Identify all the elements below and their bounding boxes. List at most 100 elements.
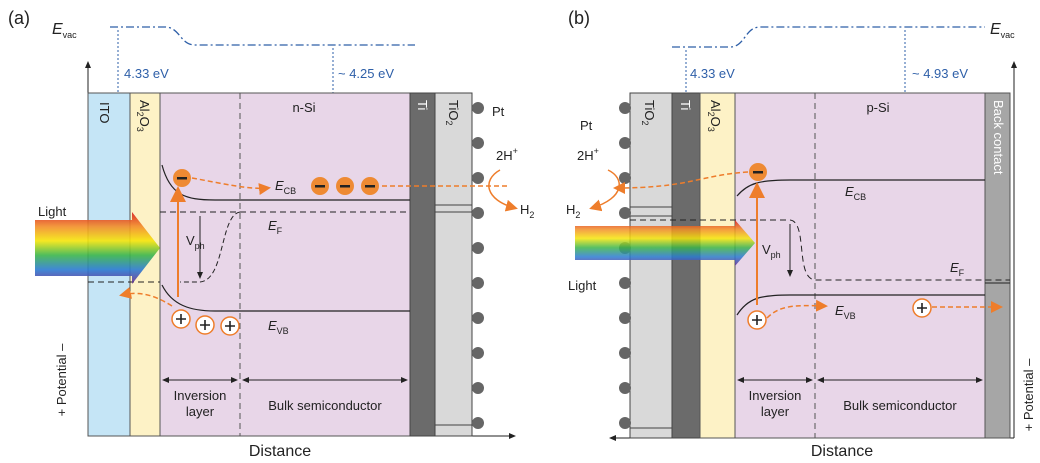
shape — [619, 382, 631, 394]
shape — [472, 277, 484, 289]
pt-label: Pt — [492, 104, 505, 119]
bulk-label: Bulk semiconductor — [268, 398, 382, 413]
label-part: Al — [708, 100, 723, 112]
x-axis-label: Distance — [249, 443, 311, 460]
shape — [472, 382, 484, 394]
panel-a: (a) Evac 4.33 eV ~ 4.25 eV ITO Al2O3 n-S… — [8, 8, 534, 460]
label-part: + — [513, 146, 518, 156]
electrons — [749, 163, 767, 181]
label-part: VB — [844, 311, 856, 321]
si-layer — [735, 93, 985, 438]
label-part: E — [268, 218, 277, 233]
label-part: 3 — [135, 127, 145, 132]
si-label: p-Si — [866, 100, 889, 115]
label-part: H — [520, 202, 529, 217]
label-part: CB — [854, 192, 867, 202]
inversion-label: Inversion — [174, 388, 227, 403]
label-part: V — [762, 242, 771, 257]
shape — [619, 417, 631, 429]
label-part: 2 — [529, 210, 534, 220]
inversion-label: Inversion — [749, 388, 802, 403]
label-part: O — [708, 117, 723, 127]
label-part: ph — [195, 241, 205, 251]
label-part: H — [566, 202, 575, 217]
panel-label: (a) — [8, 8, 30, 28]
label-part: 2 — [444, 120, 454, 125]
label-part: F — [277, 226, 283, 236]
proton-label: 2H+ — [577, 146, 599, 163]
light-label: Light — [38, 204, 67, 219]
shape — [753, 171, 763, 174]
label-part: E — [990, 21, 1001, 38]
si-label: n-Si — [292, 100, 315, 115]
shape — [472, 347, 484, 359]
offset-label: ~ 4.25 eV — [338, 66, 394, 81]
x-axis-label: Distance — [811, 443, 873, 460]
shape — [472, 137, 484, 149]
label-part: E — [268, 318, 277, 333]
label-part: E — [950, 260, 959, 275]
light-arrow — [575, 220, 755, 266]
ti-label: Ti — [415, 100, 430, 110]
pt-particles — [472, 102, 484, 429]
ti-label: Ti — [678, 100, 693, 110]
back-contact-label: Back contact — [991, 100, 1006, 175]
shape — [619, 137, 631, 149]
al2o3-layer — [700, 93, 735, 438]
label-part: VB — [277, 326, 289, 336]
shape — [619, 312, 631, 324]
label-part: CB — [284, 186, 297, 196]
shape — [472, 172, 484, 184]
light-label: Light — [568, 278, 597, 293]
label-part: ph — [771, 250, 781, 260]
label-part: 2 — [640, 120, 650, 125]
label-part: TiO — [446, 100, 461, 120]
pt-particles — [619, 102, 631, 429]
shape — [472, 207, 484, 219]
e-vac-label: Evac — [52, 21, 77, 40]
tio2-layer — [435, 93, 472, 436]
hydrogen-label: H2 — [566, 202, 580, 220]
label-part: V — [186, 233, 195, 248]
label-part: 2H — [577, 148, 594, 163]
vacuum-level — [672, 27, 985, 47]
bulk-label: Bulk semiconductor — [843, 398, 957, 413]
shape — [619, 102, 631, 114]
shape — [177, 177, 187, 180]
panel-label: (b) — [568, 8, 590, 28]
vacuum-level — [110, 27, 415, 45]
shape — [619, 172, 631, 184]
label-part: F — [959, 268, 965, 278]
y-axis-label: + Potential – — [54, 343, 69, 416]
y-axis-label: + Potential – — [1021, 358, 1036, 431]
shape — [619, 207, 631, 219]
shape — [472, 312, 484, 324]
shape — [472, 242, 484, 254]
hydrogen-label: H2 — [520, 202, 534, 220]
ito-label: ITO — [97, 102, 112, 123]
work-function-label: 4.33 eV — [690, 66, 735, 81]
shape — [472, 417, 484, 429]
shape — [619, 347, 631, 359]
label-part: + — [594, 146, 599, 156]
shape — [315, 185, 325, 188]
figure: (a) Evac 4.33 eV ~ 4.25 eV ITO Al2O3 n-S… — [0, 0, 1040, 463]
label-part: vac — [1001, 30, 1016, 40]
reaction-arrow — [592, 170, 619, 208]
label-part: E — [845, 184, 854, 199]
pt-label: Pt — [580, 118, 593, 133]
work-function-label: 4.33 eV — [124, 66, 169, 81]
panel-b: (b) Evac 4.33 eV ~ 4.93 eV Pt TiO2 Ti Al… — [566, 8, 1036, 460]
shape — [365, 185, 375, 188]
shape — [340, 185, 350, 188]
label-part: E — [275, 178, 284, 193]
si-layer — [160, 93, 410, 436]
shape — [472, 102, 484, 114]
inversion-label: layer — [186, 404, 215, 419]
reaction-arrow — [489, 170, 515, 208]
proton-label: 2H+ — [496, 146, 518, 163]
label-part: TiO — [642, 100, 657, 120]
ti-layer — [410, 93, 435, 436]
shape — [619, 277, 631, 289]
label-part: 3 — [706, 127, 716, 132]
